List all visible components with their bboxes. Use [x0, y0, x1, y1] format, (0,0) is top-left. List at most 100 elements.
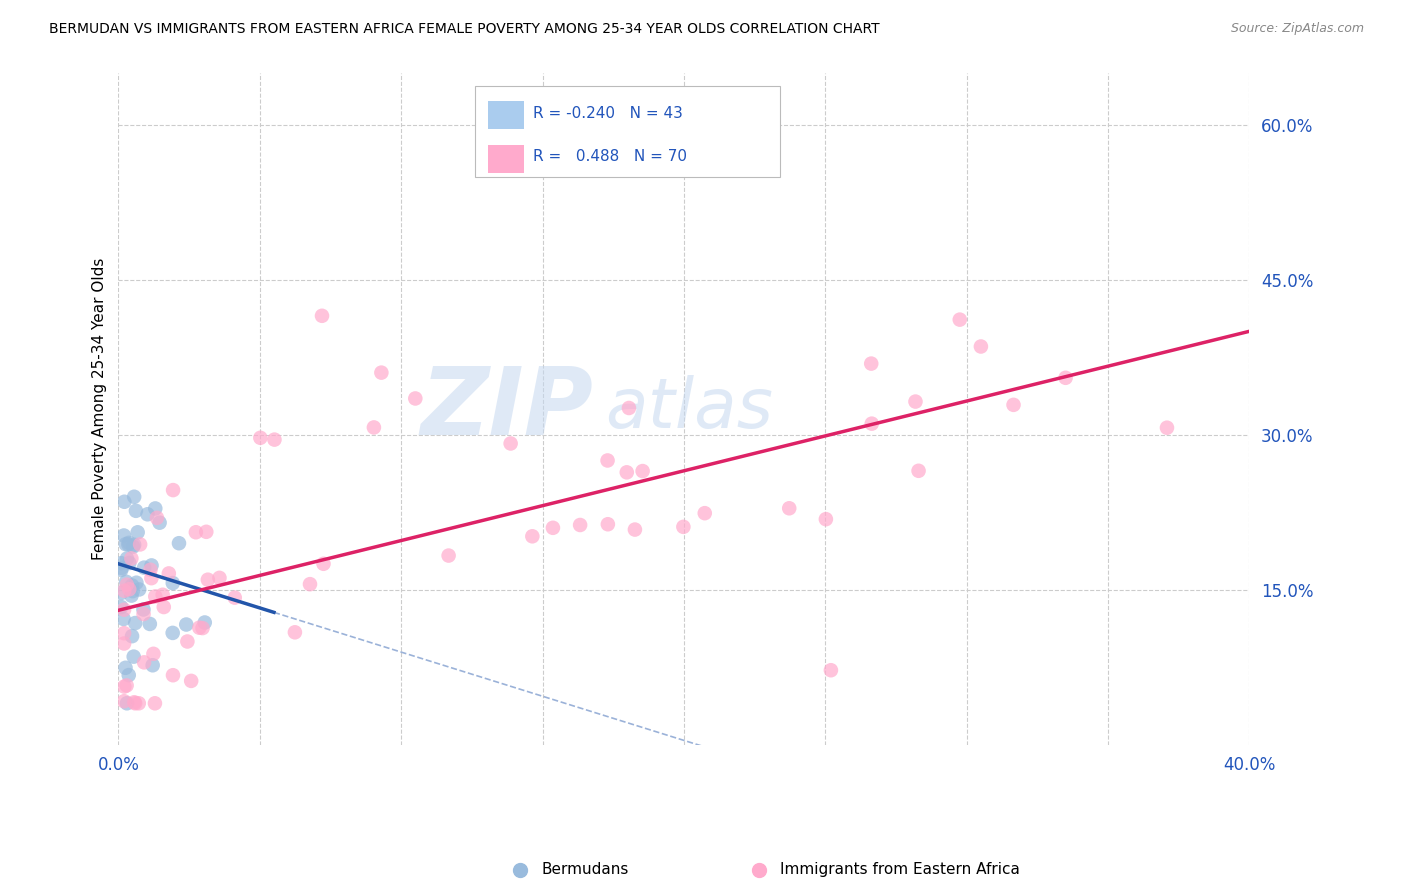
- Text: Bermudans: Bermudans: [541, 863, 628, 877]
- Point: [141, 571, 163, 585]
- Point: [949, 312, 972, 326]
- Point: [596, 517, 619, 532]
- Point: [112, 680, 135, 694]
- Point: [112, 694, 135, 708]
- Point: [121, 629, 143, 643]
- FancyBboxPatch shape: [488, 101, 524, 129]
- Point: [617, 401, 640, 415]
- Point: [499, 436, 522, 450]
- Point: [569, 518, 592, 533]
- Point: [311, 309, 333, 323]
- Point: [404, 392, 426, 406]
- Point: [162, 668, 184, 682]
- Point: [907, 464, 929, 478]
- Point: [157, 566, 180, 581]
- Point: [114, 537, 136, 551]
- Point: [125, 504, 148, 518]
- Point: [693, 506, 716, 520]
- Point: [122, 490, 145, 504]
- Point: [139, 616, 162, 631]
- Point: [110, 586, 132, 600]
- Point: [224, 591, 246, 605]
- Point: [117, 537, 139, 551]
- FancyBboxPatch shape: [488, 145, 524, 173]
- Point: [132, 607, 155, 621]
- Point: [596, 453, 619, 467]
- Point: [142, 658, 165, 673]
- Point: [616, 466, 638, 480]
- Point: [121, 589, 143, 603]
- Point: [142, 647, 165, 661]
- Point: [814, 512, 837, 526]
- Point: [124, 615, 146, 630]
- Point: [370, 366, 392, 380]
- Point: [312, 557, 335, 571]
- Point: [176, 634, 198, 648]
- Point: [191, 621, 214, 635]
- Point: [112, 495, 135, 509]
- Point: [143, 696, 166, 710]
- Text: BERMUDAN VS IMMIGRANTS FROM EASTERN AFRICA FEMALE POVERTY AMONG 25-34 YEAR OLDS : BERMUDAN VS IMMIGRANTS FROM EASTERN AFRI…: [49, 22, 880, 37]
- Text: ZIP: ZIP: [420, 363, 593, 455]
- Point: [541, 521, 564, 535]
- Point: [152, 600, 174, 615]
- Text: R = -0.240   N = 43: R = -0.240 N = 43: [533, 106, 683, 120]
- Point: [162, 576, 184, 591]
- Point: [129, 537, 152, 551]
- Text: Source: ZipAtlas.com: Source: ZipAtlas.com: [1230, 22, 1364, 36]
- Point: [128, 696, 150, 710]
- Point: [118, 536, 141, 550]
- Point: [127, 525, 149, 540]
- Point: [112, 626, 135, 640]
- Point: [180, 673, 202, 688]
- Point: [672, 520, 695, 534]
- Point: [1002, 398, 1025, 412]
- Point: [820, 663, 842, 677]
- Point: [363, 420, 385, 434]
- Point: [143, 590, 166, 604]
- Point: [128, 582, 150, 597]
- Point: [143, 501, 166, 516]
- Point: [208, 571, 231, 585]
- Point: [188, 621, 211, 635]
- Point: [860, 417, 883, 431]
- Point: [110, 563, 132, 577]
- Point: [115, 574, 138, 589]
- Point: [195, 524, 218, 539]
- Point: [112, 528, 135, 542]
- Point: [522, 529, 544, 543]
- Point: [970, 339, 993, 353]
- Point: [624, 523, 647, 537]
- Point: [122, 695, 145, 709]
- Point: [146, 511, 169, 525]
- Point: [860, 357, 883, 371]
- Point: [122, 649, 145, 664]
- Point: [120, 551, 142, 566]
- Point: [904, 394, 927, 409]
- Point: [115, 577, 138, 591]
- Point: [115, 551, 138, 566]
- Point: [118, 582, 141, 597]
- Point: [115, 696, 138, 710]
- Point: [124, 696, 146, 710]
- Point: [112, 583, 135, 598]
- Point: [174, 617, 197, 632]
- Text: Immigrants from Eastern Africa: Immigrants from Eastern Africa: [780, 863, 1021, 877]
- Point: [1054, 371, 1077, 385]
- Point: [184, 525, 207, 540]
- Point: [110, 600, 132, 615]
- Text: atlas: atlas: [605, 376, 773, 442]
- Point: [149, 516, 172, 530]
- Point: [121, 584, 143, 599]
- Point: [121, 578, 143, 592]
- Point: [197, 573, 219, 587]
- Point: [263, 433, 285, 447]
- Point: [111, 561, 134, 575]
- Point: [115, 678, 138, 692]
- Point: [141, 558, 163, 573]
- Point: [112, 636, 135, 650]
- Point: [112, 612, 135, 626]
- Point: [122, 538, 145, 552]
- Point: [139, 563, 162, 577]
- Point: [114, 661, 136, 675]
